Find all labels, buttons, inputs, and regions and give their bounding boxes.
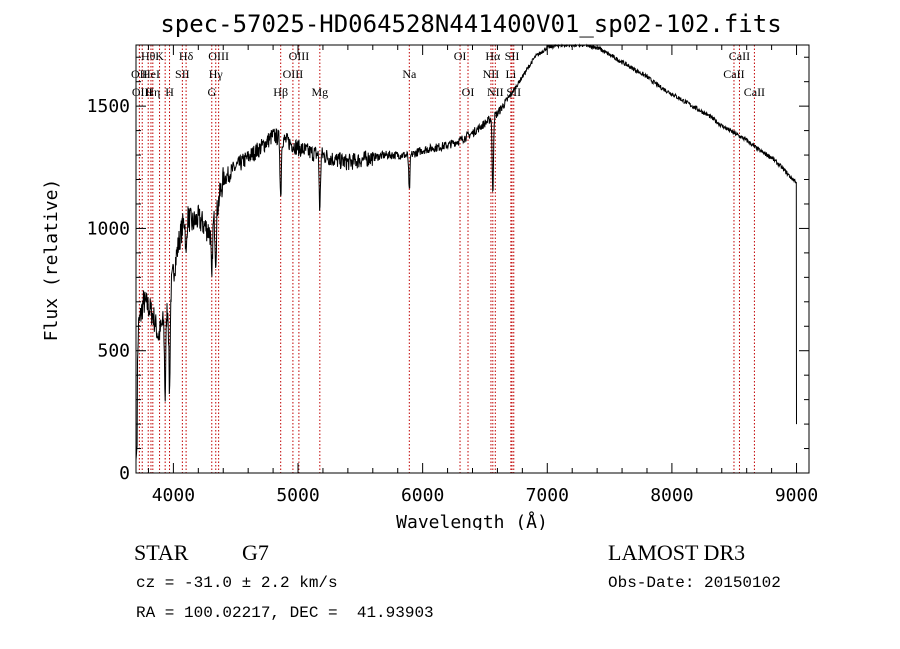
x-tick-label: 7000	[526, 485, 569, 506]
cz-value: cz = -31.0 ± 2.2 km/s	[136, 574, 338, 592]
spectrum-line	[135, 43, 797, 460]
y-tick-label: 0	[119, 463, 130, 484]
x-axis: 4000 5000 6000 7000 8000 9000	[147, 45, 818, 506]
line-marker-label: Hγ	[209, 67, 224, 81]
line-marker-label: CaII	[723, 67, 744, 81]
subclass: G7	[242, 540, 269, 565]
line-marker-label: SII	[175, 67, 190, 81]
coordinates: RA = 100.02217, DEC = 41.93903	[136, 604, 434, 622]
line-marker-label: OIII	[289, 49, 310, 63]
line-marker-label: Hθ	[141, 49, 156, 63]
y-tick-label: 500	[97, 341, 130, 362]
line-marker-label: OI	[454, 49, 467, 63]
line-marker-label: OIII	[283, 67, 304, 81]
line-marker-label: Hη	[145, 85, 160, 99]
line-marker-label: OII	[131, 67, 148, 81]
line-marker-label: Na	[402, 67, 417, 81]
line-marker-label: CaII	[744, 85, 765, 99]
line-marker-label: OIII	[208, 49, 229, 63]
x-tick-label: 6000	[401, 485, 444, 506]
obs-date: Obs-Date: 20150102	[608, 574, 781, 592]
line-marker-label: NII	[483, 67, 500, 81]
x-tick-label: 4000	[152, 485, 195, 506]
line-marker-label: CaII	[729, 49, 750, 63]
y-tick-label: 1000	[87, 218, 130, 239]
line-marker-label: NII	[487, 85, 504, 99]
x-axis-label: Wavelength (Å)	[396, 511, 548, 530]
line-marker-label: G	[207, 85, 216, 99]
line-marker-label: OIII	[132, 85, 153, 99]
line-marker-label: SII	[505, 49, 520, 63]
line-marker-label: H	[165, 85, 174, 99]
line-marker-label: OI	[462, 85, 475, 99]
x-tick-label: 9000	[775, 485, 818, 506]
line-marker-label: Hα	[485, 49, 501, 63]
line-marker-label: Hδ	[179, 49, 194, 63]
survey-name: LAMOST DR3	[608, 540, 746, 565]
line-marker-label: HeI	[142, 67, 160, 81]
object-class: STAR	[134, 540, 189, 565]
line-marker-label: K	[155, 49, 164, 63]
plot-frame	[135, 44, 810, 474]
chart-title: spec-57025-HD064528N441400V01_sp02-102.f…	[160, 10, 781, 38]
line-marker-label: Hβ	[273, 85, 288, 99]
line-marker-labels: OIIOIIIHθHeIHηKHSIIHδGHγOIIIHβOIIIOIIIMg…	[131, 49, 765, 99]
y-axis-label: Flux (relative)	[41, 179, 62, 342]
x-tick-label: 8000	[650, 485, 693, 506]
y-axis: 0 500 1000 1500	[87, 56, 809, 484]
spectrum-chart: spec-57025-HD064528N441400V01_sp02-102.f…	[41, 10, 818, 530]
line-marker-label: Mg	[311, 85, 328, 99]
y-tick-label: 1500	[87, 96, 130, 117]
line-marker-label: Li	[506, 67, 517, 81]
line-markers	[138, 45, 755, 473]
x-tick-label: 5000	[276, 485, 319, 506]
